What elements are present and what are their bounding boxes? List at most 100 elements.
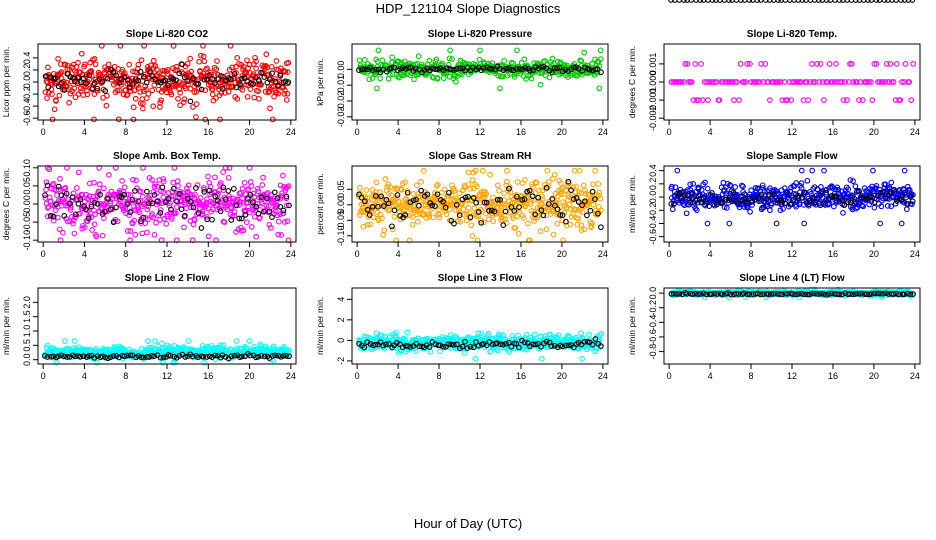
mean-point	[817, 192, 824, 199]
mean-point	[552, 202, 558, 209]
mean-point	[77, 196, 84, 203]
data-point	[571, 167, 578, 174]
mean-point	[61, 353, 68, 360]
data-point	[71, 230, 78, 237]
data-point	[536, 187, 542, 194]
data-point	[495, 347, 501, 354]
data-point	[183, 205, 190, 212]
x-tick-label: 0	[41, 249, 46, 259]
mean-point	[61, 213, 68, 219]
data-point	[377, 75, 383, 82]
data-point	[193, 205, 199, 211]
mean-point	[159, 184, 166, 191]
data-point	[113, 80, 119, 86]
mean-point	[143, 354, 150, 360]
data-point	[531, 208, 537, 215]
data-point	[478, 195, 485, 202]
data-point	[234, 55, 241, 61]
data-point	[747, 61, 753, 67]
data-point	[204, 196, 210, 202]
x-tick-label: 8	[749, 371, 754, 381]
mean-point	[721, 0, 728, 3]
mean-point	[247, 352, 253, 359]
mean-point	[521, 196, 528, 202]
data-point	[75, 59, 81, 66]
mean-point	[823, 291, 829, 298]
data-point	[566, 201, 573, 208]
mean-point	[746, 0, 753, 3]
mean-point	[283, 193, 290, 200]
data-point	[873, 183, 880, 189]
x-tick-label: 0	[355, 249, 360, 259]
data-point	[105, 61, 112, 68]
x-tick-label: 0	[667, 371, 672, 381]
mean-point	[697, 291, 704, 297]
data-point	[398, 186, 405, 193]
y-tick-label: 0.05	[22, 177, 32, 195]
data-point	[706, 79, 712, 85]
data-point	[693, 207, 700, 213]
mean-point	[883, 290, 889, 297]
mean-point	[440, 343, 446, 350]
mean-point	[372, 341, 379, 348]
data-point	[81, 224, 88, 231]
mean-point	[807, 0, 814, 3]
mean-point	[67, 200, 73, 207]
x-tick-label: 0	[41, 371, 46, 381]
data-point	[821, 167, 827, 174]
data-point	[170, 193, 177, 199]
data-point	[191, 195, 198, 202]
mean-point	[538, 207, 545, 214]
data-point	[248, 183, 255, 189]
mean-point	[198, 225, 205, 231]
mean-point	[151, 192, 158, 198]
mean-point	[358, 194, 365, 201]
data-point	[159, 340, 165, 347]
mean-point	[67, 73, 73, 80]
data-point	[124, 228, 131, 234]
mean-point	[584, 212, 590, 219]
y-tick-label: -0.05	[336, 210, 346, 231]
data-point	[581, 226, 588, 233]
data-point	[45, 64, 51, 71]
data-point	[281, 87, 288, 93]
data-point	[378, 332, 385, 339]
mean-point	[809, 290, 816, 297]
mean-point	[121, 191, 127, 198]
data-point	[695, 97, 702, 103]
y-axis-label: ml/min per min.	[627, 297, 637, 355]
data-point	[598, 330, 605, 337]
mean-point	[895, 291, 902, 298]
data-point	[826, 61, 833, 67]
mean-point	[488, 207, 495, 214]
data-point	[262, 88, 269, 95]
data-point	[239, 185, 246, 192]
data-point	[816, 79, 823, 85]
mean-point	[497, 341, 504, 348]
data-point	[510, 60, 516, 67]
data-point	[233, 338, 240, 344]
data-point	[140, 105, 146, 112]
mean-point	[151, 353, 158, 360]
y-tick-label: -0.4	[648, 315, 658, 331]
data-point	[185, 338, 192, 344]
data-point	[44, 95, 50, 101]
panel-4: Slope Amb. Box Temp.degrees C per min.0 4…	[1, 151, 297, 259]
mean-point	[450, 342, 457, 348]
mean-point	[369, 203, 376, 210]
data-point	[164, 67, 171, 73]
mean-point	[559, 68, 566, 75]
data-point	[193, 101, 200, 107]
mean-point	[713, 0, 719, 3]
mean-point	[110, 219, 117, 226]
mean-point	[174, 198, 180, 205]
mean-point	[162, 77, 169, 84]
data-point	[175, 95, 181, 102]
data-point	[100, 86, 107, 93]
data-point	[474, 237, 481, 244]
mean-point	[535, 194, 542, 201]
mean-point	[381, 203, 387, 209]
mean-point	[94, 85, 101, 92]
data-point	[859, 202, 865, 209]
